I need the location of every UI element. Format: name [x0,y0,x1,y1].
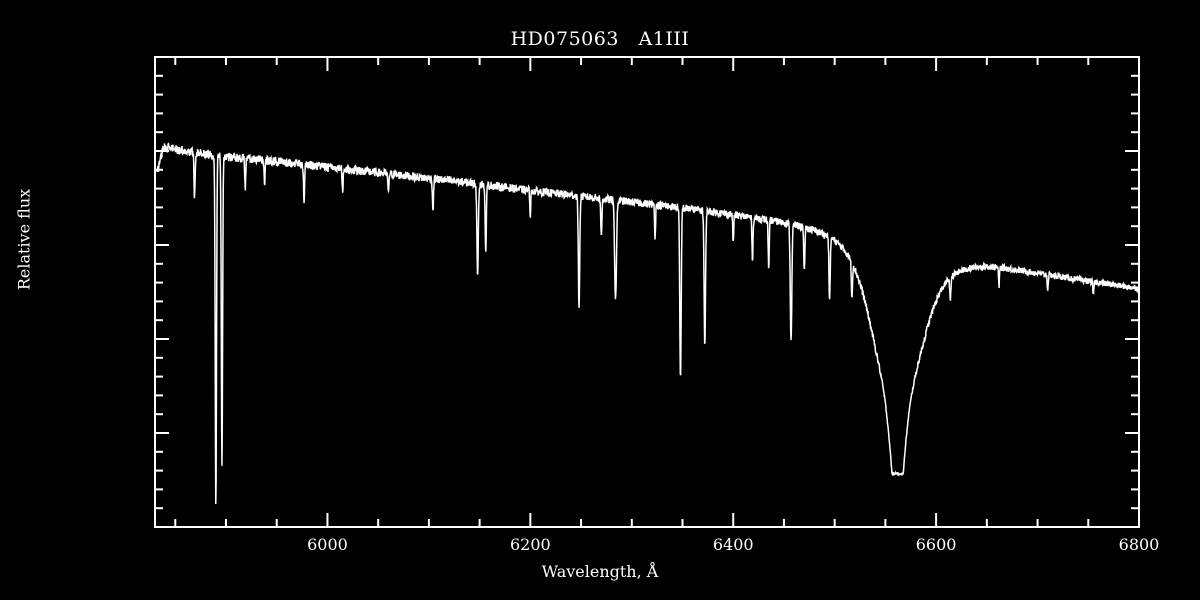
x-tick-label: 6000 [307,535,348,554]
x-axis-title: Wavelength, Å [541,562,659,581]
x-tick-label: 6200 [509,535,551,554]
x-tick-label: 6600 [915,535,957,554]
spectrum-trace [156,142,1138,505]
x-tick-label: 6400 [712,535,754,554]
y-axis-title: Relative flux [14,188,34,291]
plot-title: HD075063 A1III [510,28,690,50]
x-tick-label: 6800 [1118,535,1160,554]
